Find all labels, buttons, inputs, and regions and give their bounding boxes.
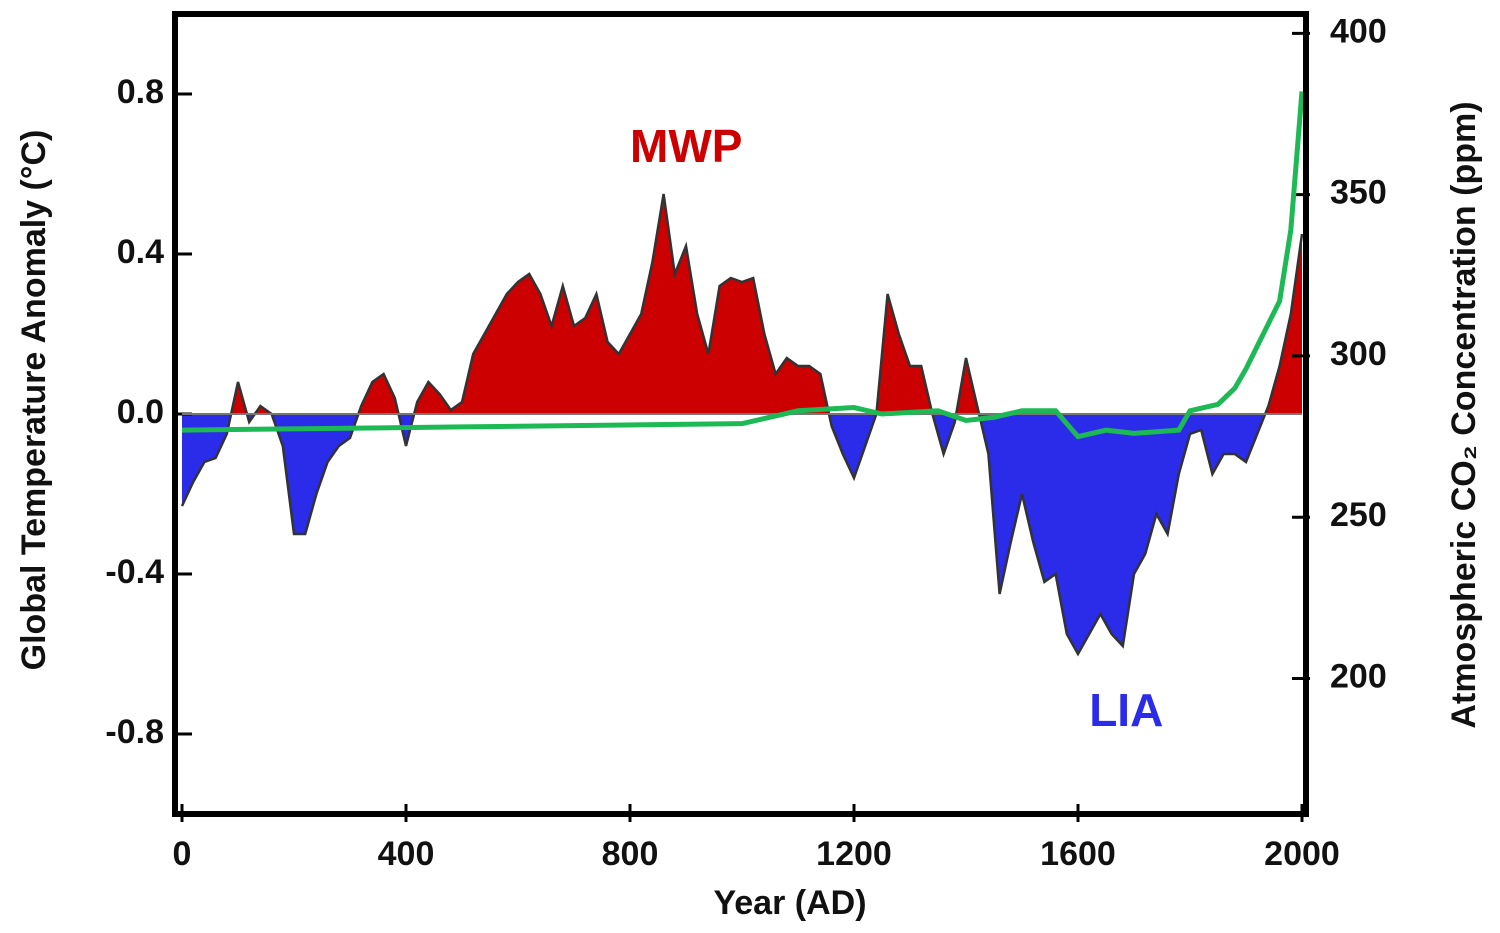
y-axis-title: Global Temperature Anomaly (°C) [15,130,53,671]
y2-axis-title: Atmospheric CO₂ Concentration (ppm) [1445,101,1483,728]
area-negative [182,414,1302,654]
area-positive [182,194,1302,414]
y2-tick-label: 400 [1330,12,1387,50]
y-tick-label: 0.0 [117,393,164,431]
y-tick-label: 0.4 [117,233,164,271]
temperature-line [180,193,1304,657]
x-tick-label: 400 [378,835,435,873]
y-tick-label: 0.8 [117,73,164,111]
y2-tick-label: 300 [1330,335,1387,373]
annotation: LIA [1089,684,1163,736]
x-tick-label: 1200 [816,835,892,873]
co2-line [181,91,1305,440]
x-tick-label: 800 [602,835,659,873]
y2-tick-label: 350 [1330,174,1387,212]
x-axis-title: Year (AD) [713,884,866,922]
y-tick-label: -0.4 [105,553,164,591]
x-tick-label: 1600 [1040,835,1116,873]
x-tick-label: 2000 [1264,835,1340,873]
y2-tick-label: 200 [1330,658,1387,696]
plot-frame [172,11,1309,817]
annotation: MWP [630,120,742,172]
y2-tick-label: 250 [1330,496,1387,534]
y-tick-label: -0.8 [105,713,164,751]
x-tick-label: 0 [173,835,192,873]
